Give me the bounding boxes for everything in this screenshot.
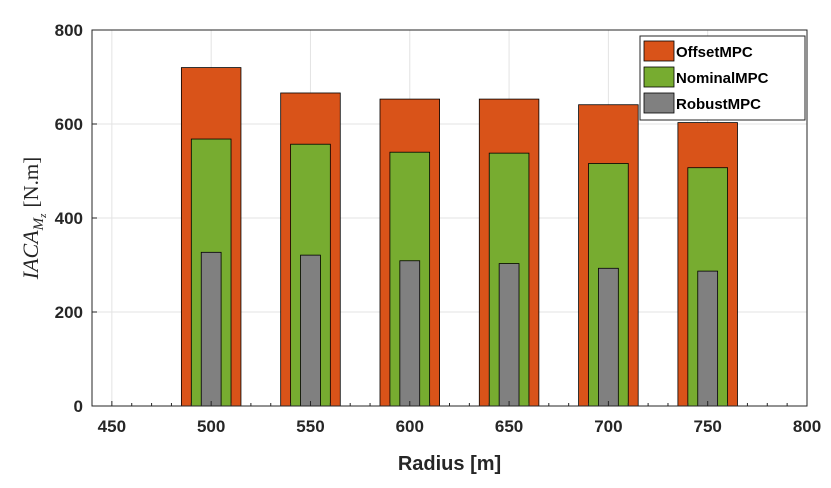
legend-swatch-nominalmpc (643, 66, 675, 88)
legend-swatch-robustmpc (643, 92, 675, 114)
y-tick-label: 400 (55, 209, 83, 228)
legend-swatch-offsetmpc (643, 40, 675, 62)
y-tick-label: 0 (74, 397, 83, 416)
bar-robustmpc-550 (300, 254, 321, 407)
x-axis-label: Radius [m] (398, 453, 501, 475)
bar-robustmpc-600 (399, 260, 421, 407)
x-tick-label: 700 (594, 417, 622, 436)
legend-label-robustmpc: RobustMPC (676, 96, 761, 113)
bar-robustmpc-750 (697, 270, 719, 407)
bar-robustmpc-700 (598, 267, 619, 407)
legend: OffsetMPC NominalMPC RobustMPC (639, 35, 806, 121)
bar-robustmpc-500 (200, 251, 222, 407)
legend-label-offsetmpc: OffsetMPC (676, 44, 753, 61)
x-tick-label: 450 (98, 417, 126, 436)
ticks (91, 29, 808, 407)
y-tick-label: 800 (55, 21, 83, 40)
y-axis-label-main: IACA (18, 230, 43, 280)
x-tick-label: 800 (793, 417, 821, 436)
x-tick-label: 600 (396, 417, 424, 436)
y-axis-label-subsubscript: z (37, 213, 49, 219)
legend-label-nominalmpc: NominalMPC (676, 70, 769, 87)
y-tick-label: 600 (55, 115, 83, 134)
y-axis-label-subscript: M (31, 216, 47, 231)
svg-text:IACAMz[N.m]: IACAMz [N.m] (18, 157, 49, 280)
bars (180, 67, 738, 407)
tick-labels: 450 500 550 600 650 700 750 800 0 200 400 600 800 (55, 21, 822, 436)
y-axis-label-unit: [N.m] (19, 157, 43, 208)
y-axis-label: IACAMz [N.m] (18, 157, 49, 280)
y-tick-label: 200 (55, 303, 83, 322)
x-tick-label: 500 (197, 417, 225, 436)
x-tick-label: 750 (694, 417, 722, 436)
x-tick-label: 650 (495, 417, 523, 436)
x-tick-label: 550 (296, 417, 324, 436)
bar-robustmpc-650 (498, 263, 520, 407)
